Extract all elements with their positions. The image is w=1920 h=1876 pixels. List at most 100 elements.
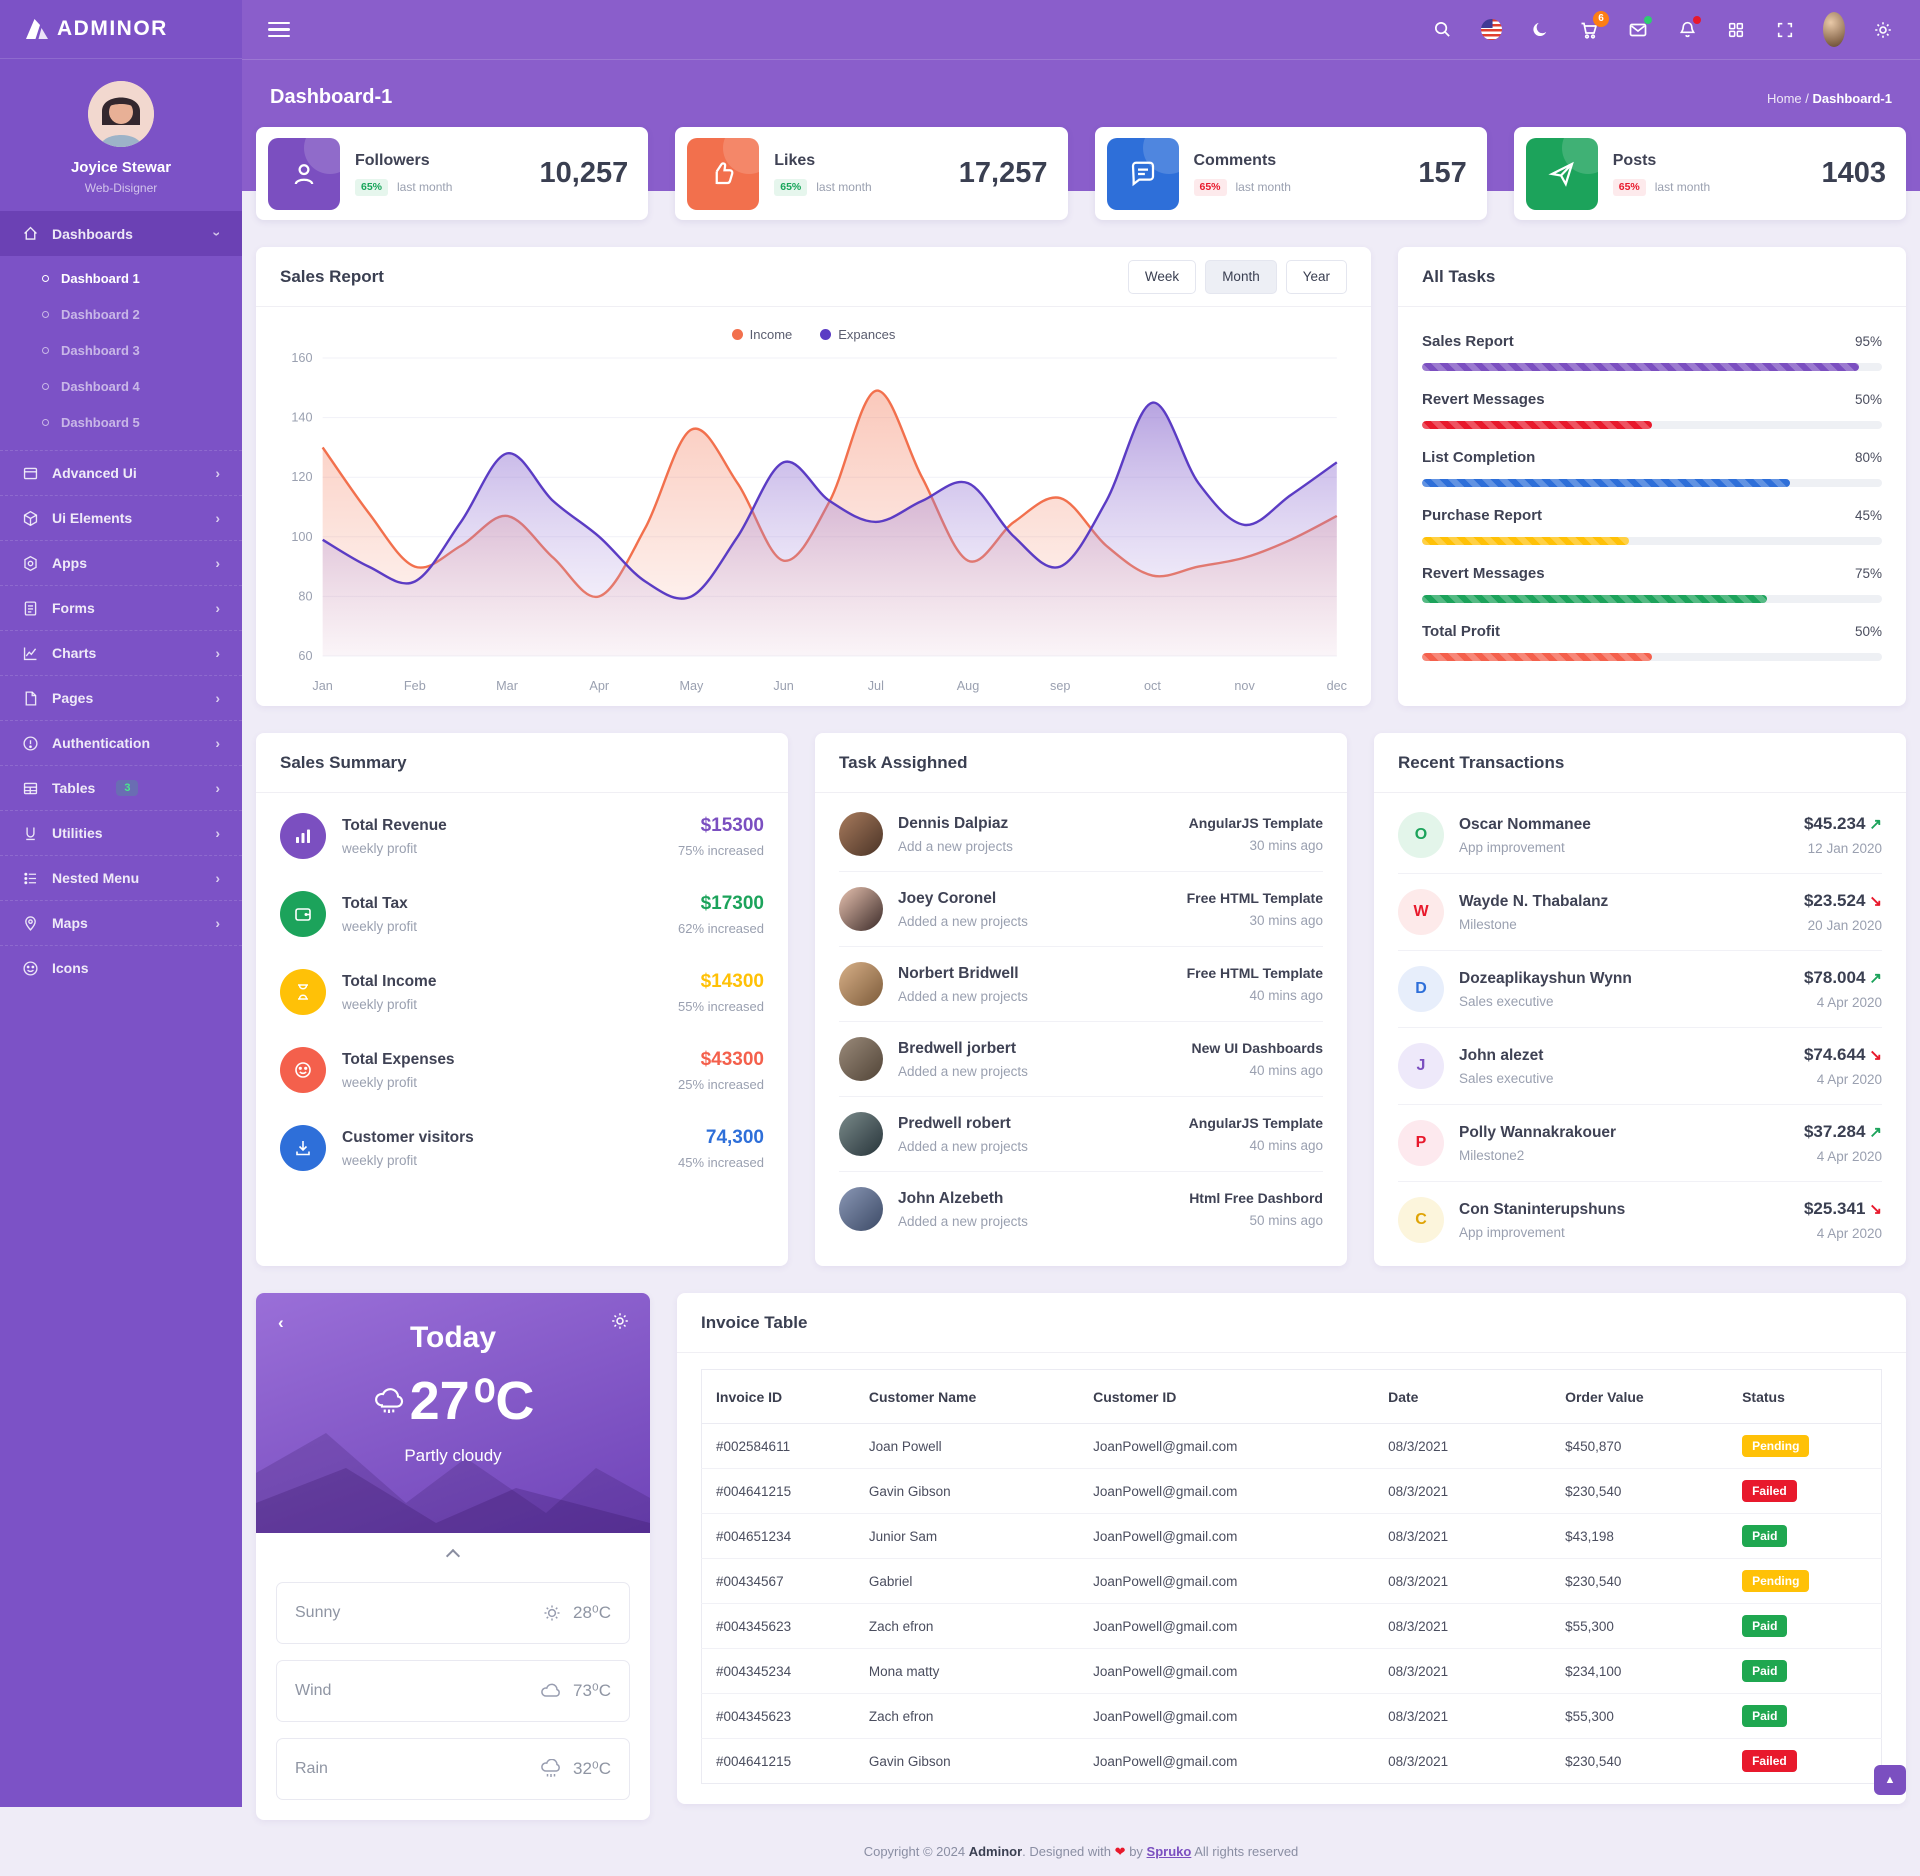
- breadcrumb: Home / Dashboard-1: [1766, 91, 1892, 106]
- collapse-chevron-icon[interactable]: [445, 1548, 461, 1564]
- status-badge: Pending: [1742, 1570, 1810, 1592]
- recent-transactions-card: Recent Transactions O Oscar Nommanee App i…: [1374, 733, 1906, 1266]
- brand-logo[interactable]: ADMINOR: [0, 0, 242, 59]
- weather-settings-icon[interactable]: [610, 1311, 630, 1331]
- sales-report-card: Sales Report Week Month Year Income Expa…: [256, 247, 1371, 706]
- sidebar-item-forms[interactable]: Forms ›: [0, 585, 242, 630]
- user-avatar[interactable]: [88, 81, 154, 147]
- chart-icon: [22, 645, 39, 662]
- sidebar-item-nested-menu[interactable]: Nested Menu ›: [0, 855, 242, 900]
- trend-arrow-icon: ↘: [1869, 1047, 1882, 1064]
- chart-range-filter: Week Month Year: [1127, 259, 1347, 294]
- sidebar-item-charts[interactable]: Charts ›: [0, 630, 242, 675]
- sidebar-subitem-dashboard-1[interactable]: Dashboard 1: [0, 260, 242, 296]
- sidebar-item-utilities[interactable]: Utilities ›: [0, 810, 242, 855]
- sidebar-item-apps[interactable]: Apps ›: [0, 540, 242, 585]
- sidebar-subitem-dashboard-4[interactable]: Dashboard 4: [0, 368, 242, 404]
- sidebar-item-maps[interactable]: Maps ›: [0, 900, 242, 945]
- back-chevron-icon[interactable]: ‹: [278, 1313, 284, 1332]
- avatar-initial: O: [1398, 812, 1444, 858]
- status-badge: Pending: [1742, 1435, 1810, 1457]
- cart-icon[interactable]: 6: [1578, 10, 1609, 41]
- stat-card-comments: Comments 65% last month 157: [1094, 127, 1487, 220]
- fullscreen-icon[interactable]: [1774, 19, 1796, 41]
- menu-toggle-icon[interactable]: [268, 18, 290, 41]
- sidebar-item-pages[interactable]: Pages ›: [0, 675, 242, 720]
- weather-row-rain: Rain 32⁰C: [276, 1738, 630, 1800]
- language-flag-icon[interactable]: [1480, 19, 1502, 41]
- legend-expances: Expances: [820, 327, 895, 342]
- table-row: #004651234 Junior Sam JoanPowell@gmail.com…: [701, 1513, 1882, 1559]
- comment-icon: [1106, 137, 1179, 210]
- sidebar-item-advanced-ui[interactable]: Advanced Ui ›: [0, 450, 242, 495]
- dark-mode-moon-icon[interactable]: [1529, 19, 1551, 41]
- weather-card: ‹ Today 27 ⁰C Partly cloudy Sunny 28⁰C Wi…: [256, 1293, 650, 1820]
- status-badge: Paid: [1742, 1525, 1788, 1547]
- sidebar-subitem-dashboard-3[interactable]: Dashboard 3: [0, 332, 242, 368]
- sidebar-item-tables[interactable]: Tables 3 ›: [0, 765, 242, 810]
- main-content: Followers 65% last month 10,257 Likes 65%…: [242, 59, 1920, 1859]
- svg-text:60: 60: [298, 649, 312, 663]
- sidebar-subitem-dashboard-2[interactable]: Dashboard 2: [0, 296, 242, 332]
- svg-text:140: 140: [291, 411, 312, 425]
- page-icon: [22, 690, 39, 707]
- sidebar-item-authentication[interactable]: Authentication ›: [0, 720, 242, 765]
- sidebar-item-icons[interactable]: Icons: [0, 945, 242, 990]
- sidebar: ADMINOR Joyice Stewar Web-Disigner Dashb…: [0, 0, 242, 1807]
- sidebar-user: Joyice Stewar Web-Disigner: [0, 59, 242, 211]
- table-row: #004641215 Gavin Gibson JoanPowell@gmail.c…: [701, 1468, 1882, 1514]
- svg-text:oct: oct: [1144, 679, 1161, 693]
- chevron-right-icon: ›: [215, 510, 220, 526]
- spruko-link[interactable]: Spruko: [1146, 1844, 1192, 1859]
- all-tasks-card: All Tasks Sales Report 95% Revert Message…: [1398, 247, 1906, 706]
- bullet-icon: [42, 382, 49, 390]
- table-row: #004641215 Gavin Gibson JoanPowell@gmail.c…: [702, 1739, 1882, 1784]
- filter-year-button[interactable]: Year: [1285, 259, 1347, 294]
- scroll-to-top-button[interactable]: ▲: [1874, 1765, 1906, 1795]
- filter-week-button[interactable]: Week: [1127, 259, 1197, 294]
- avatar: [839, 1187, 883, 1231]
- chevron-right-icon: ›: [215, 465, 220, 481]
- progress-bar: [1422, 363, 1882, 371]
- sidebar-item-dashboards[interactable]: Dashboards ›: [0, 211, 242, 256]
- search-icon[interactable]: [1431, 19, 1453, 41]
- assigned-task-row: Joey Coronel Added a new projects Free HTM…: [839, 872, 1323, 947]
- table-row: #004345623 Zach efron JoanPowell@gmail.com…: [701, 1603, 1882, 1649]
- sales-report-chart: 60 80 100 120 140 160 Jan Feb Mar Apr May Jun Jul Aug…: [291, 351, 1347, 693]
- followers-icon: [268, 137, 340, 210]
- sidebar-item-ui-elements[interactable]: Ui Elements ›: [0, 495, 242, 540]
- svg-text:Feb: Feb: [404, 679, 426, 693]
- breadcrumb-home-link[interactable]: Home: [1766, 91, 1802, 106]
- progress-bar: [1422, 421, 1882, 429]
- chevron-right-icon: ›: [215, 825, 220, 841]
- summary-row: Total Tax weekly profit $17300 62% increas…: [280, 875, 764, 953]
- transaction-row: W Wayde N. Thabalanz Milestone $23.524 ↘ 20 J…: [1398, 874, 1882, 951]
- list-icon: [22, 870, 39, 887]
- cloud-icon: [541, 1683, 560, 1697]
- svg-text:Apr: Apr: [589, 679, 609, 693]
- trend-arrow-icon: ↘: [1869, 1201, 1882, 1218]
- avatar-initial: D: [1398, 966, 1444, 1012]
- bell-icon[interactable]: [1676, 15, 1701, 41]
- apps-grid-icon[interactable]: [1725, 19, 1747, 41]
- settings-gear-icon[interactable]: [1872, 19, 1894, 41]
- invoice-table-card: Invoice Table Invoice ID Customer Name C…: [677, 1293, 1906, 1804]
- legend-dot-income: [731, 329, 743, 340]
- bar-chart-icon: [280, 813, 326, 859]
- svg-text:May: May: [679, 679, 704, 693]
- transaction-row: O Oscar Nommanee App improvement $45.234 ↗ 12…: [1398, 797, 1882, 874]
- mail-icon[interactable]: [1627, 15, 1652, 41]
- cart-badge: 6: [1593, 10, 1609, 27]
- sidebar-subitem-dashboard-5[interactable]: Dashboard 5: [0, 404, 242, 440]
- stat-badge: 65%: [1193, 178, 1227, 196]
- thumb-up-icon: [687, 137, 760, 210]
- invoice-header-row: Invoice ID Customer Name Customer ID Dat…: [701, 1369, 1882, 1424]
- sidebar-nav: Dashboards › Dashboard 1 Dashboard 2 Das…: [0, 211, 242, 1807]
- filter-month-button[interactable]: Month: [1205, 259, 1277, 294]
- weather-row-sunny: Sunny 28⁰C: [276, 1582, 630, 1644]
- avatar: [839, 887, 883, 931]
- avatar-initial: C: [1398, 1197, 1444, 1243]
- summary-row: Customer visitors weekly profit 74,300 45%…: [280, 1109, 764, 1187]
- topbar-avatar[interactable]: [1823, 12, 1845, 47]
- assigned-task-row: Predwell robert Added a new projects Angul…: [839, 1097, 1323, 1172]
